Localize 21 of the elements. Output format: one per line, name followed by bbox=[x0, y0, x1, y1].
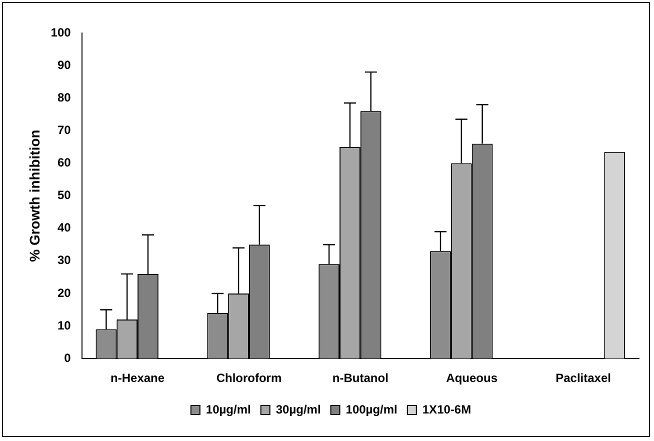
y-tick-label: 50 bbox=[57, 188, 72, 202]
y-tick-label: 0 bbox=[64, 350, 72, 365]
y-tick-label: 30 bbox=[57, 253, 72, 268]
legend-label: 10µg/ml bbox=[206, 402, 251, 416]
legend-label: 100µg/ml bbox=[346, 402, 398, 416]
y-axis-title: % Growth inhibition bbox=[26, 130, 42, 262]
x-tick-label: Aqueous bbox=[446, 371, 498, 386]
y-tick-label: 20 bbox=[57, 286, 72, 300]
legend-label: 1X10-6M bbox=[422, 402, 472, 416]
legend-label: 30µg/ml bbox=[276, 402, 321, 416]
x-tick-label: Chloroform bbox=[216, 371, 282, 386]
y-tick-label: 10 bbox=[57, 318, 72, 332]
y-tick-label: 40 bbox=[57, 220, 72, 235]
x-tick-label: Paclitaxel bbox=[556, 371, 611, 386]
x-tick-label: n-Butanol bbox=[332, 371, 388, 386]
x-tick-label: n-Hexane bbox=[110, 371, 165, 386]
y-tick-label: 70 bbox=[57, 122, 72, 137]
y-tick-label: 100 bbox=[50, 25, 72, 40]
y-tick-label: 80 bbox=[57, 90, 72, 104]
y-tick-label: 90 bbox=[57, 58, 72, 72]
y-tick-label: 60 bbox=[57, 156, 72, 170]
